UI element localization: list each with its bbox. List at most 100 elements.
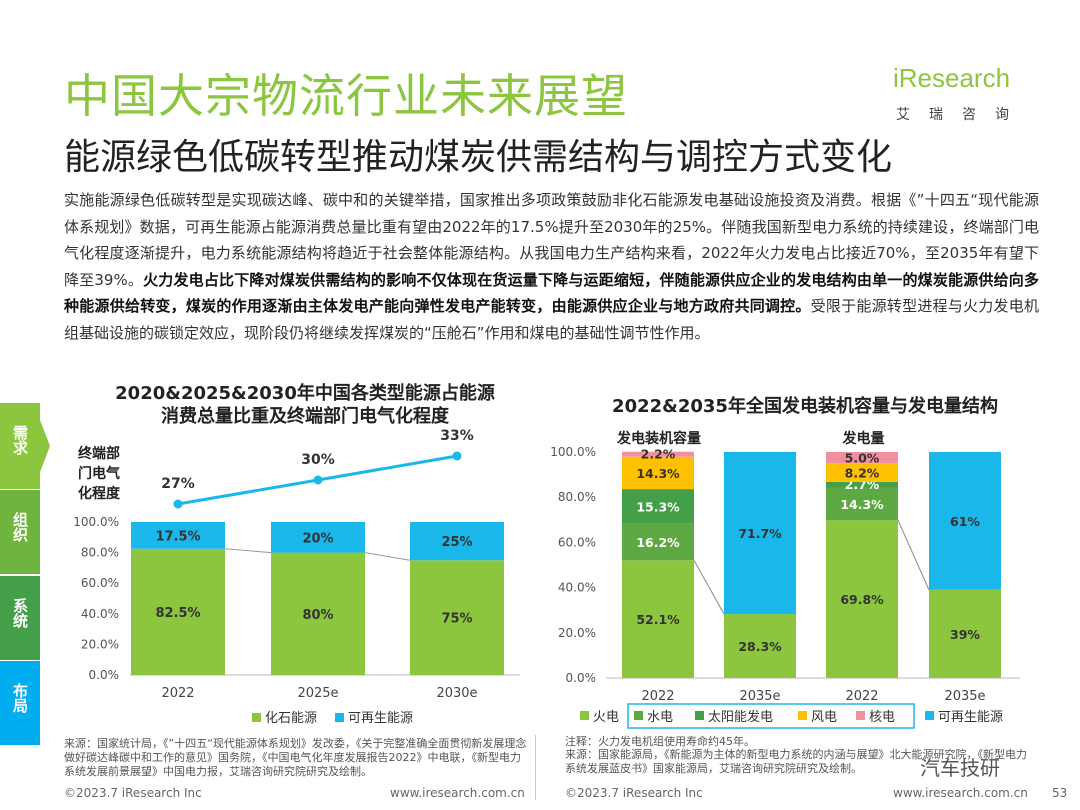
side-tab-layout[interactable]: 布局 [0,661,40,745]
chart2-bar-label: 39% [950,627,980,642]
chart1-bar-fossil [271,552,365,675]
chart2-group-label: 发电量 [842,430,885,447]
chart1-connector-line [224,548,272,554]
chart2-bar-segment [929,452,1001,590]
side-tab-system[interactable]: 系统 [0,576,40,660]
chart2-bar-label: 5.0% [845,451,880,466]
chart2-bar-label: 69.8% [840,592,884,607]
intro-bold-text: 火力发电占比下降对煤炭供需结构的影响不仅体现在货运量下降与运距缩短，伴随能源供应… [64,270,1039,316]
side-tab-label: 布局 [11,683,29,713]
chart2-legend-label: 太阳能发电 [708,709,773,725]
chart1-legend-renewable: 可再生能源 [348,711,413,726]
chart2-legend-swatch [634,711,643,720]
chart1-bar-renewable [410,522,504,561]
chart2-bar-label: 28.3% [738,639,782,654]
side-tab-demand[interactable]: 需求 [0,403,40,489]
chart2-legend-label: 水电 [647,710,673,725]
chart2-bar-label: 15.3% [636,499,680,514]
side-tab-label: 组织 [11,512,29,542]
chart1-xtick: 2030e [436,686,477,701]
watermark: 汽车技研 [920,756,1000,780]
logo-chinese-name: 艾瑞咨询 [896,107,1028,123]
intro-text-1: 实施能源绿色低碳转型是实现碳达峰、碳中和的关键举措，国家推出多项政策鼓励非化石能… [64,191,1039,289]
chart2-bar-segment [826,520,898,678]
chart2-bar-segment [622,489,694,524]
chart1-ytick: 40.0% [81,607,119,621]
chart2-bar-label: 14.3% [636,466,680,481]
chart2-legend-label: 可再生能源 [938,710,1003,725]
chart2-ytick: 40.0% [558,581,596,595]
chart2-legend-swatch [856,711,865,720]
chart1-line-label: 27% [161,476,195,492]
chart1-bar-renewable [271,522,365,553]
chart1-legend-fossil: 化石能源 [265,711,317,726]
chart2-bar-segment [826,452,898,464]
chart2-bar-label: 8.2% [845,466,880,481]
chart2-bar-segment [724,452,796,615]
active-tab-arrow-icon [40,420,50,472]
chart2-bar-label: 14.3% [840,497,884,512]
footer-copyright-right: ©2023.7 iResearch Inc [565,786,703,800]
chart2-bar-segment [622,456,694,490]
chart2-source: 来源：国家能源局，《新能源为主体的新型电力系统的内涵与展望》北大能源研究院，《新… [565,748,1027,775]
chart2-bar-segment [929,589,1001,678]
chart2-bar-label: 52.1% [636,612,680,627]
chart1-bar-fossil [410,560,504,675]
chart2-legend-label: 火电 [593,710,619,725]
chart1-connector-line [364,552,411,561]
chart2-connector-line [897,520,930,591]
chart1-bar-label: 17.5% [155,529,200,544]
chart2-bar-segment [826,463,898,482]
footer-url-left[interactable]: www.iresearch.com.cn [390,786,525,800]
chart1-source: 来源：国家统计局，《”十四五“现代能源体系规划》发改委，《关于完整准确全面贯彻新… [64,737,527,778]
chart1-line-axis-label: 化程度 [78,485,121,502]
chart1-line-label: 33% [440,428,474,444]
chart1-line-point [452,451,462,461]
page-title: 中国大宗物流行业未来展望 [64,69,628,123]
chart2-bar-label: 16.2% [636,535,680,550]
chart2-ytick: 80.0% [558,490,596,504]
chart2-xtick: 2022 [641,689,674,704]
side-tab-label: 系统 [11,598,29,628]
intro-paragraph: 实施能源绿色低碳转型是实现碳达峰、碳中和的关键举措，国家推出多项政策鼓励非化石能… [64,187,1039,347]
chart2-bar-label: 61% [950,514,980,529]
chart2-bar-segment [622,523,694,561]
page-subtitle: 能源绿色低碳转型推动煤炭供需结构与调控方式变化 [64,137,893,178]
chart2-connector-line [693,559,725,615]
chart2-ytick: 0.0% [566,671,597,685]
chart1-ytick: 20.0% [81,637,119,651]
chart1-legend-swatch-fossil [252,713,261,722]
chart1-bar-fossil [131,548,225,675]
chart2-title: 2022&2035年全国发电装机容量与发电量结构 [612,396,998,417]
chart2-xtick: 2022 [845,689,878,704]
chart2-ytick: 60.0% [558,535,596,549]
chart1-bar-label: 25% [441,535,472,550]
chart1-bar-label: 75% [441,612,472,627]
chart1-bar-label: 20% [302,531,333,546]
chart2-ytick: 20.0% [558,626,596,640]
chart1-ytick: 60.0% [81,576,119,590]
chart2-legend-label: 风电 [811,710,837,725]
chart1-line-point [313,475,323,485]
chart1-ytick: 80.0% [81,546,119,560]
chart2-bar-segment [826,481,898,488]
chart1-xtick: 2022 [161,686,194,701]
chart1-bar-renewable [131,522,225,549]
chart2-note: 注释：火力发电机组使用寿命约45年。 [565,735,755,748]
chart2-group-label: 发电装机容量 [616,430,701,447]
footer-url-right[interactable]: www.iresearch.com.cn [893,786,1028,800]
side-tab-organization[interactable]: 组织 [0,490,40,574]
chart1-bar-label: 80% [302,608,333,623]
page-number: 53 [1052,786,1068,800]
chart1-line-axis-label: 终端部 [78,445,120,462]
chart2-legend-label: 核电 [869,710,895,725]
intro-text-2: 受限于能源转型进程与火力发电机组基础设施的碳锁定效应，现阶段仍将继续发挥煤炭的“… [64,297,1039,342]
chart1-ytick: 100.0% [73,515,119,529]
chart1-line-label: 30% [301,452,335,468]
chart2-legend-swatch [695,711,704,720]
chart1-line-point [173,499,183,509]
chart2-ytick: 100.0% [550,445,596,459]
chart1-title-line1: 2020&2025&2030年中国各类型能源占能源 [115,383,495,404]
chart1-bar-label: 82.5% [155,606,200,621]
side-tab-label: 需求 [11,425,29,455]
